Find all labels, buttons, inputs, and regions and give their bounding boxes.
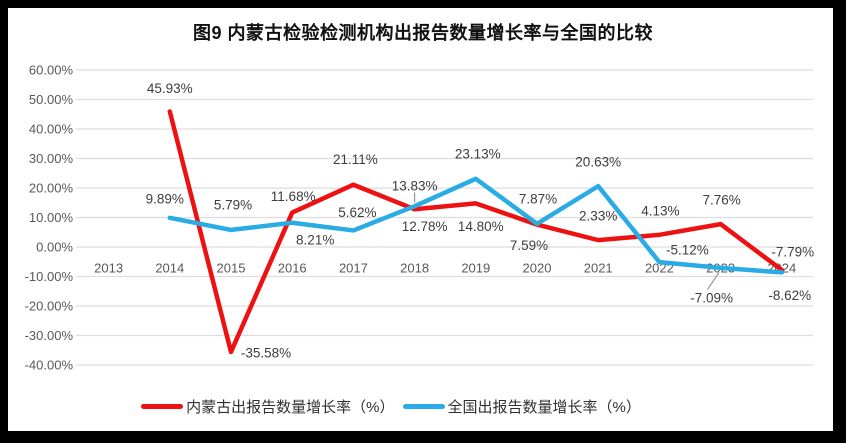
data-point-label: -8.62% bbox=[768, 288, 811, 303]
legend-label: 内蒙古出报告数量增长率（%） bbox=[186, 398, 395, 416]
data-point-label: 4.13% bbox=[641, 203, 679, 218]
data-point-label: -35.58% bbox=[241, 345, 291, 360]
data-point-label: 20.63% bbox=[575, 155, 621, 170]
y-axis-tick-label: 20.00% bbox=[29, 181, 74, 196]
data-point-label: 7.87% bbox=[519, 191, 557, 206]
data-point-label: 14.80% bbox=[458, 219, 504, 234]
data-point-label: 9.89% bbox=[146, 191, 184, 206]
x-axis-tick-label: 2020 bbox=[523, 261, 552, 276]
data-point-label: 5.79% bbox=[214, 197, 252, 212]
y-axis-tick-label: -10.00% bbox=[25, 269, 74, 284]
data-point-label: 8.21% bbox=[296, 232, 334, 247]
data-point-label: 12.78% bbox=[402, 219, 448, 234]
data-point-label: -7.09% bbox=[690, 290, 733, 305]
x-axis-tick-label: 2017 bbox=[339, 261, 368, 276]
y-axis-tick-label: 10.00% bbox=[29, 210, 74, 225]
y-axis-tick-label: -30.00% bbox=[25, 328, 74, 343]
plot-background bbox=[8, 8, 833, 431]
y-axis-tick-label: 40.00% bbox=[29, 122, 74, 137]
data-point-label: -5.12% bbox=[666, 243, 709, 258]
data-point-label: -7.79% bbox=[771, 244, 814, 259]
y-axis-tick-label: 60.00% bbox=[29, 63, 74, 78]
data-point-label: 7.59% bbox=[510, 238, 548, 253]
data-point-label: 23.13% bbox=[455, 146, 501, 161]
y-axis-tick-label: -40.00% bbox=[25, 358, 74, 373]
data-point-label: 5.62% bbox=[338, 205, 376, 220]
series-line bbox=[167, 176, 785, 275]
data-point-label: 45.93% bbox=[147, 81, 193, 96]
x-axis-tick-label: 2021 bbox=[584, 261, 613, 276]
x-axis-tick-label: 2014 bbox=[155, 261, 184, 276]
y-axis-tick-label: -20.00% bbox=[25, 299, 74, 314]
y-axis-tick-label: 0.00% bbox=[36, 240, 73, 255]
blue-line-swatch bbox=[402, 403, 445, 409]
x-axis-tick-label: 2018 bbox=[400, 261, 429, 276]
legend-item-neimenggu: 内蒙古出报告数量增长率（%） bbox=[141, 396, 395, 417]
legend-item-quanguo: 全国出报告数量增长率（%） bbox=[402, 396, 641, 417]
chart-legend: 内蒙古出报告数量增长率（%） 全国出报告数量增长率（%） bbox=[0, 395, 814, 417]
chart-title: 图9 内蒙古检验检测机构出报告数量增长率与全国的比较 bbox=[192, 23, 653, 43]
data-point-label: 13.83% bbox=[392, 179, 438, 194]
legend-label: 全国出报告数量增长率（%） bbox=[447, 398, 641, 416]
y-axis-tick-label: 30.00% bbox=[29, 151, 74, 166]
data-point-label: 11.68% bbox=[271, 189, 316, 204]
data-point-label: 7.76% bbox=[702, 193, 740, 208]
label-leader-line bbox=[707, 272, 720, 290]
series-line bbox=[167, 109, 785, 355]
data-point-label: 2.33% bbox=[579, 209, 617, 224]
red-line-swatch bbox=[141, 403, 184, 409]
x-axis-tick-label: 2013 bbox=[94, 261, 123, 276]
x-axis-tick-label: 2015 bbox=[217, 261, 246, 276]
x-axis-tick-label: 2019 bbox=[461, 261, 490, 276]
data-point-label: 21.11% bbox=[333, 152, 378, 167]
x-axis-tick-label: 2016 bbox=[278, 261, 307, 276]
y-axis-tick-label: 50.00% bbox=[29, 92, 74, 107]
